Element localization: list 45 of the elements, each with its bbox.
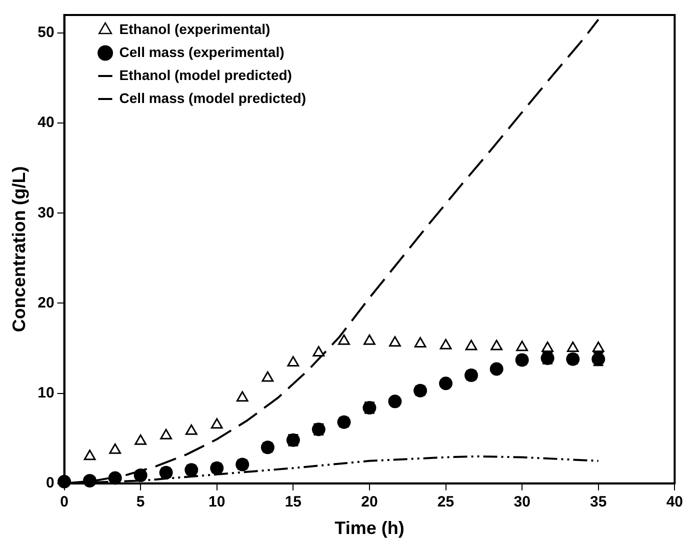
point <box>542 342 554 352</box>
legend-label: Cell mass (experimental) <box>119 44 284 60</box>
x-tick-label: 40 <box>666 494 683 511</box>
point <box>262 371 274 382</box>
point <box>388 394 402 408</box>
legend-label: Cell mass (model predicted) <box>119 90 306 106</box>
y-tick-label: 40 <box>38 114 54 132</box>
point <box>160 428 172 440</box>
point <box>440 338 452 350</box>
point <box>109 443 122 454</box>
y-tick-label: 30 <box>38 204 54 222</box>
point <box>439 376 453 390</box>
y-tick-label: 20 <box>38 294 54 312</box>
point <box>566 342 579 352</box>
x-tick-label: 35 <box>590 494 607 511</box>
y-tick-label: 0 <box>46 474 54 492</box>
x-tick-label: 25 <box>437 494 454 511</box>
legend-label: Ethanol (experimental) <box>119 20 270 37</box>
point <box>490 362 504 376</box>
x-tick-label: 15 <box>284 494 302 511</box>
point <box>516 340 528 352</box>
point <box>287 356 300 366</box>
point <box>338 334 350 345</box>
x-tick-label: 0 <box>60 494 68 511</box>
point <box>389 336 401 347</box>
point <box>490 340 503 350</box>
point <box>185 424 198 435</box>
x-tick-label: 10 <box>208 494 226 511</box>
point <box>592 342 604 352</box>
point <box>414 337 426 348</box>
point <box>364 334 376 345</box>
y-axis-title: Concentration (g/L) <box>8 166 29 332</box>
point <box>312 346 325 357</box>
point <box>465 340 478 350</box>
y-tick-label: 10 <box>38 384 54 402</box>
x-tick-label: 20 <box>361 494 378 511</box>
point <box>134 434 147 445</box>
point <box>84 450 96 460</box>
x-axis-title: Time (h) <box>334 518 404 538</box>
x-tick-label: 30 <box>514 494 530 511</box>
point <box>236 391 248 402</box>
y-tick-label: 50 <box>38 24 54 42</box>
point <box>210 418 223 429</box>
legend-label: Ethanol (model predicted) <box>119 66 292 83</box>
x-tick-label: 5 <box>136 494 145 511</box>
